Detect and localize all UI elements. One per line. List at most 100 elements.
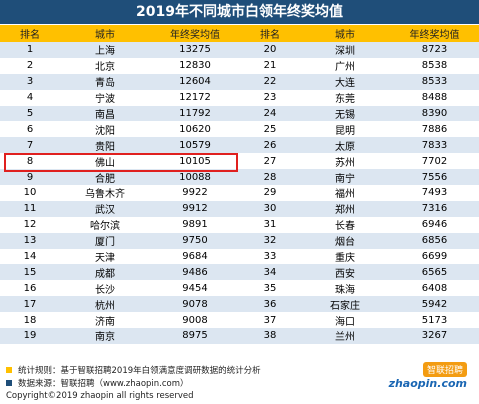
- cell: 34: [240, 264, 300, 281]
- cell: 7886: [421, 123, 448, 135]
- cell: 昆明: [335, 125, 355, 137]
- row: 17 杭州 9078 36 石家庄 5942: [0, 296, 479, 313]
- cell: 6: [26, 123, 34, 135]
- cell: 东莞: [335, 94, 355, 106]
- copyright: Copyright©2019 zhaopin all rights reserv…: [6, 391, 194, 401]
- rule-text: 统计规则：基于智联招聘2019年白领满意度调研数据的统计分析: [18, 366, 261, 376]
- cell: 烟台: [300, 232, 390, 249]
- cell: 20: [240, 42, 300, 58]
- cell: 长沙: [95, 284, 115, 296]
- highlight-box: [4, 153, 238, 172]
- cell: 无锡: [300, 105, 390, 122]
- logo-domain: zhaopin.com: [388, 377, 467, 390]
- cell: 7702: [421, 155, 448, 167]
- row: 6 沈阳 10620 25 昆明 7886: [0, 121, 479, 137]
- cell: 9922: [182, 187, 208, 199]
- cell: 9454: [182, 282, 208, 294]
- cell: 9078: [150, 296, 240, 313]
- header-cell: 城市: [60, 25, 150, 42]
- cell: 31: [263, 219, 277, 231]
- row: 18 济南 9008 37 海口 5173: [0, 312, 479, 328]
- cell: 8975: [150, 328, 240, 344]
- header-cell: 年终奖均值: [390, 25, 479, 42]
- row: 5 南昌 11792 24 无锡 8390: [0, 105, 479, 122]
- cell: 14: [23, 251, 37, 263]
- cell: 15: [0, 264, 60, 281]
- row: 3 青岛 12604 22 大连 8533: [0, 73, 479, 90]
- cell: 厦门: [60, 232, 150, 249]
- cell: 33: [263, 251, 277, 263]
- row: 1 上海 13275 20 深圳 8723: [0, 42, 479, 58]
- cell: 11792: [150, 105, 240, 122]
- cell: 24: [240, 105, 300, 122]
- row: 15 成都 9486 34 西安 6565: [0, 264, 479, 281]
- cell: 8533: [390, 73, 479, 90]
- source-text: 数据来源：智联招聘（www.zhaopin.com）: [18, 379, 189, 389]
- cell: 石家庄: [300, 296, 390, 313]
- row: 13 厦门 9750 32 烟台 6856: [0, 232, 479, 249]
- cell: 6408: [421, 282, 448, 294]
- cell: 10579: [150, 137, 240, 154]
- row: 10 乌鲁木齐 9922 29 福州 7493: [0, 185, 479, 201]
- cell: 9750: [150, 232, 240, 249]
- cell: 12830: [179, 60, 211, 72]
- cell: 23: [263, 92, 277, 104]
- cell: 10: [23, 187, 37, 199]
- cell: 深圳: [300, 42, 390, 58]
- cell: 28: [240, 169, 300, 186]
- cell: 8390: [390, 105, 479, 122]
- cell: 38: [240, 328, 300, 344]
- cell: 8538: [421, 60, 448, 72]
- cell: 南昌: [60, 105, 150, 122]
- cell: 8: [26, 155, 34, 167]
- cell: 10620: [179, 123, 211, 135]
- cell: 长春: [335, 221, 355, 233]
- cell: 乌鲁木齐: [85, 189, 125, 201]
- cell: 天津: [95, 253, 115, 265]
- cell: 南宁: [300, 169, 390, 186]
- cell: 9: [0, 169, 60, 186]
- cell: 郑州: [300, 200, 390, 217]
- cell: 4: [26, 92, 34, 104]
- cell: 哈尔滨: [90, 221, 120, 233]
- cell: 10088: [150, 169, 240, 186]
- cell: 9891: [182, 219, 208, 231]
- cell: 6699: [421, 251, 448, 263]
- cell: 南京: [60, 328, 150, 344]
- cell: 10105: [179, 155, 211, 167]
- row: 9 合肥 10088 28 南宁 7556: [0, 169, 479, 186]
- row: 2 北京 12830 21 广州 8538: [0, 58, 479, 74]
- cell: 7833: [390, 137, 479, 154]
- cell: 1: [0, 42, 60, 58]
- cell: 兰州: [300, 328, 390, 344]
- cell: 佛山: [95, 157, 115, 169]
- logo-name: 智联招聘: [422, 362, 467, 377]
- cell: 济南: [95, 316, 115, 328]
- cell: 30: [240, 200, 300, 217]
- cell: 广州: [335, 62, 355, 74]
- cell: 5: [0, 105, 60, 122]
- cell: 17: [0, 296, 60, 313]
- cell: 苏州: [335, 157, 355, 169]
- cell: 太原: [300, 137, 390, 154]
- cell: 北京: [95, 62, 115, 74]
- cell: 重庆: [335, 253, 355, 265]
- cell: 2: [26, 60, 34, 72]
- cell: 海口: [335, 316, 355, 328]
- cell: 青岛: [60, 73, 150, 90]
- cell: 3: [0, 73, 60, 90]
- row: 8 佛山 10105 27 苏州 7702: [0, 153, 479, 169]
- row: 16 长沙 9454 35 珠海 6408: [0, 280, 479, 296]
- row: 11 武汉 9912 30 郑州 7316: [0, 200, 479, 217]
- cell: 21: [263, 60, 277, 72]
- row: 12 哈尔滨 9891 31 长春 6946: [0, 217, 479, 233]
- cell: 29: [263, 187, 277, 199]
- cell: 8488: [421, 92, 448, 104]
- cell: 7493: [421, 187, 448, 199]
- cell: 上海: [60, 42, 150, 58]
- cell: 32: [240, 232, 300, 249]
- cell: 6565: [390, 264, 479, 281]
- cell: 9486: [150, 264, 240, 281]
- row: 7 贵阳 10579 26 太原 7833: [0, 137, 479, 154]
